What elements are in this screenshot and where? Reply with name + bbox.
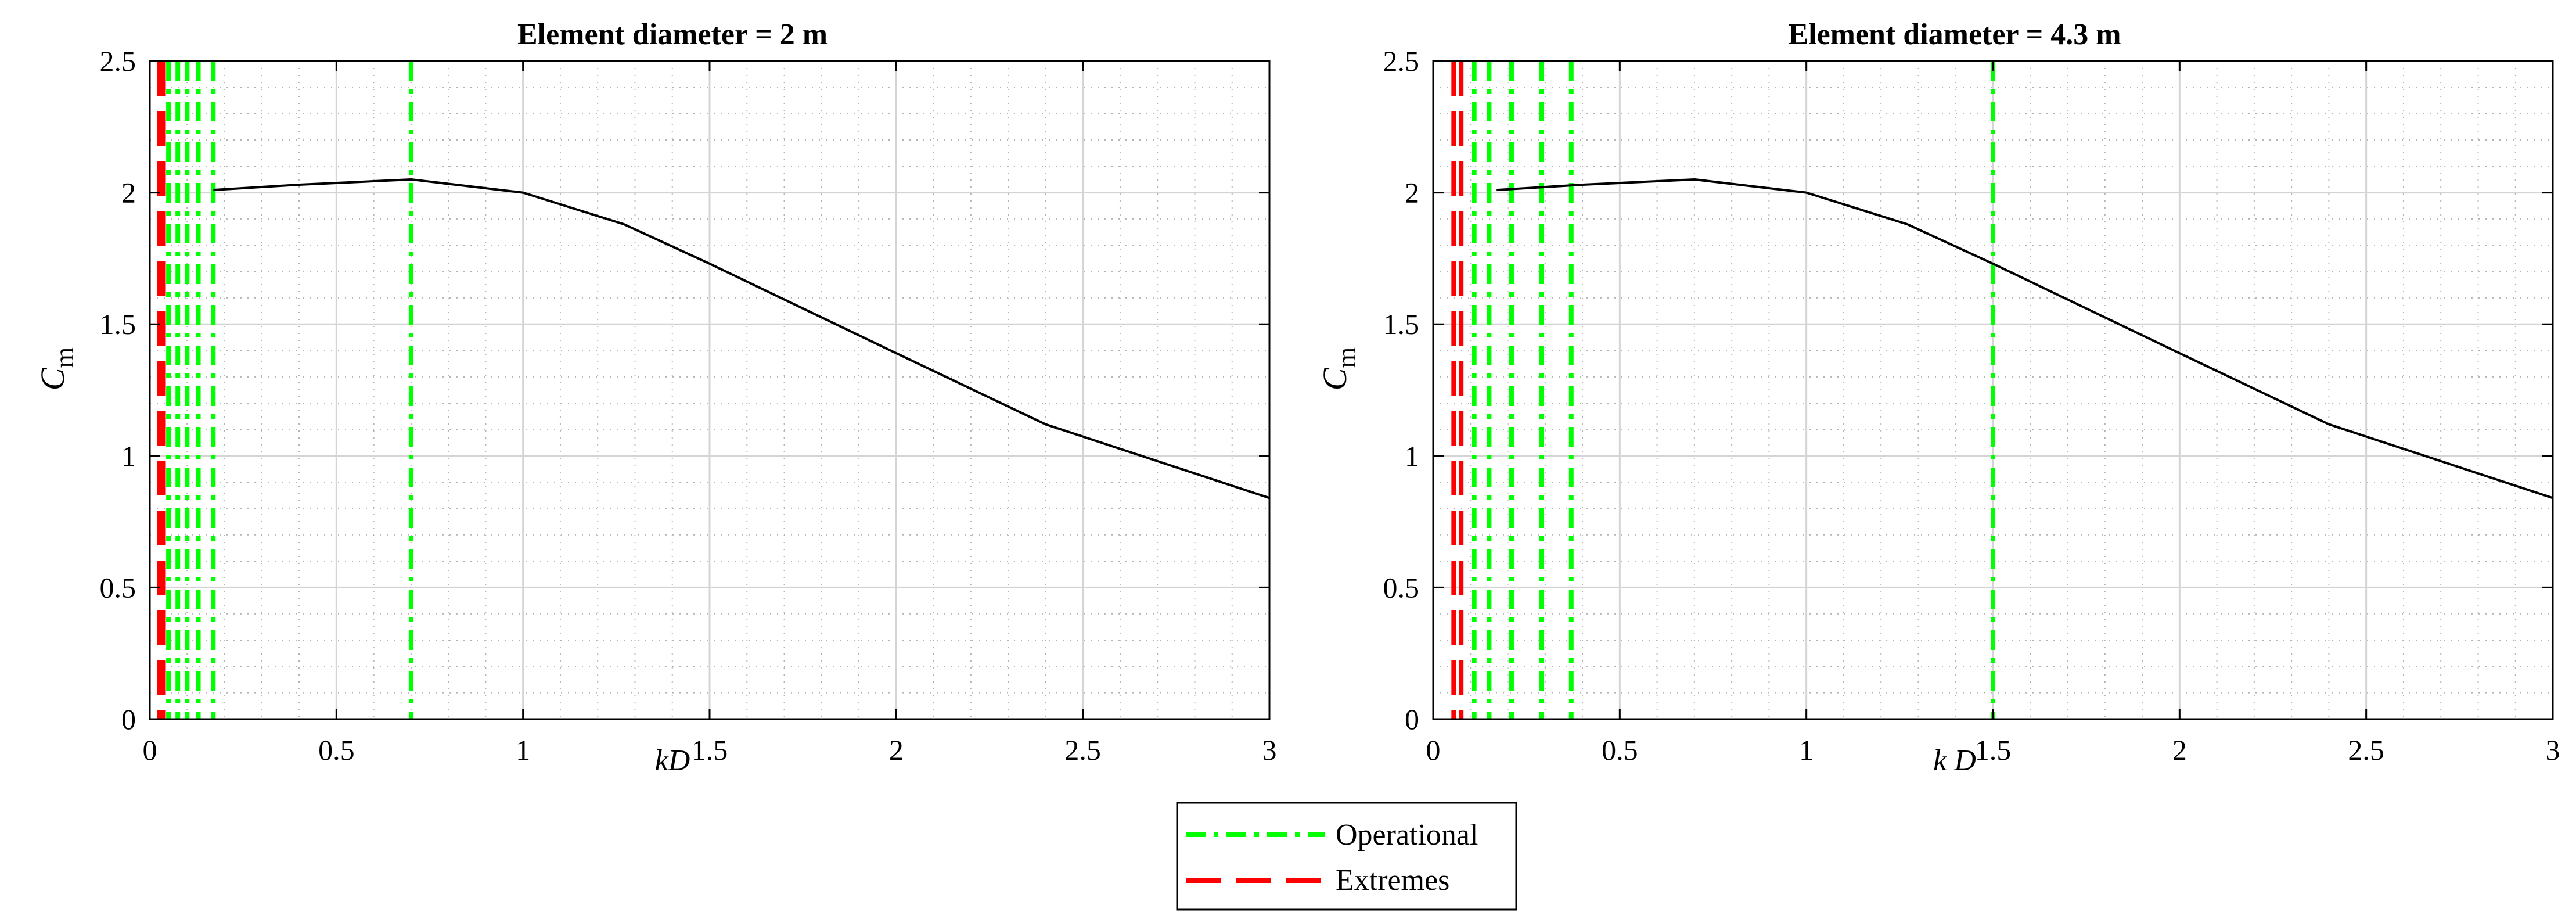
chart-right-ytick-label: 0 xyxy=(1405,703,1419,735)
chart-left-ylabel: Cm xyxy=(34,347,79,391)
chart-left-ylabel-sub: m xyxy=(49,347,79,368)
chart-right-xtick-label: 1 xyxy=(1799,734,1814,766)
chart-right-ylabel-main: C xyxy=(1316,367,1354,390)
chart-left-ytick-label: 1.5 xyxy=(100,308,136,340)
chart-left-xtick-label: 1 xyxy=(516,734,530,766)
chart-left-xtick-label: 3 xyxy=(1262,734,1277,766)
svg-text:Cm: Cm xyxy=(34,347,79,391)
svg-text:Cm: Cm xyxy=(1316,347,1361,391)
chart-left-xtick-label: 0 xyxy=(143,734,157,766)
chart-left-title: Element diameter = 2 m xyxy=(517,18,828,51)
chart-right-series-line xyxy=(1496,178,2553,500)
chart-left-ytick-label: 2.5 xyxy=(100,45,136,77)
chart-right-xtick-label: 2.5 xyxy=(2348,734,2384,766)
chart-right-ytick-label: 2 xyxy=(1405,177,1419,209)
chart-right-xtick-label: 3 xyxy=(2546,734,2560,766)
chart-right-ylabel: Cm xyxy=(1316,347,1361,391)
chart-left-ytick-label: 2 xyxy=(121,177,136,209)
chart-left-xlabel: kD xyxy=(655,744,690,777)
chart-right-xtick-label: 1.5 xyxy=(1975,734,2012,766)
chart-right-title: Element diameter = 4.3 m xyxy=(1788,18,2121,51)
chart-left-xtick-label: 0.5 xyxy=(318,734,355,766)
legend-operational-label: Operational xyxy=(1336,818,1478,852)
chart-left-ytick-label: 0.5 xyxy=(100,571,136,604)
chart-right-ytick-label: 0.5 xyxy=(1383,571,1420,604)
chart-left-xtick-label: 2.5 xyxy=(1064,734,1101,766)
chart-left-plot: 0 0.5 1 1.5 2 2.5 3 0 0.5 1 1.5 2 2.5 xyxy=(100,45,1277,766)
chart-left-xtick-label: 1.5 xyxy=(692,734,728,766)
chart-right-ytick-label: 1 xyxy=(1405,440,1419,472)
chart-left-ytick-label: 0 xyxy=(121,703,136,735)
legend-extremes-label: Extremes xyxy=(1336,864,1449,897)
legend-box xyxy=(1176,802,1517,911)
chart-left-ylabel-main: C xyxy=(34,367,71,390)
legend: Operational Extremes xyxy=(1176,802,1517,911)
chart-right-ylabel-sub: m xyxy=(1332,347,1361,368)
chart-right-ytick-label: 1.5 xyxy=(1383,308,1420,340)
chart-left-ytick-label: 1 xyxy=(121,440,136,472)
chart-right-plot: 0 0.5 1 1.5 2 2.5 3 0 0.5 1 1.5 2 2.5 xyxy=(1383,45,2560,766)
chart-right-xtick-label: 0.5 xyxy=(1602,734,1638,766)
chart-right-ytick-label: 2.5 xyxy=(1383,45,1420,77)
chart-right-xtick-label: 2 xyxy=(2172,734,2187,766)
chart-right: Element diameter = 4.3 m 0 0.5 1 1.5 2 2.5 300… xyxy=(1316,18,2560,777)
chart-left-xtick-label: 2 xyxy=(889,734,904,766)
chart-left-series-line xyxy=(213,178,1270,500)
chart-right-xtick-label: 0 xyxy=(1426,734,1441,766)
chart-right-xlabel: k D xyxy=(1933,744,1976,777)
chart-left: Element diameter = 2 m 0 0.5 1 1.5 2 2.5 3 0 0.5… xyxy=(34,18,1277,777)
